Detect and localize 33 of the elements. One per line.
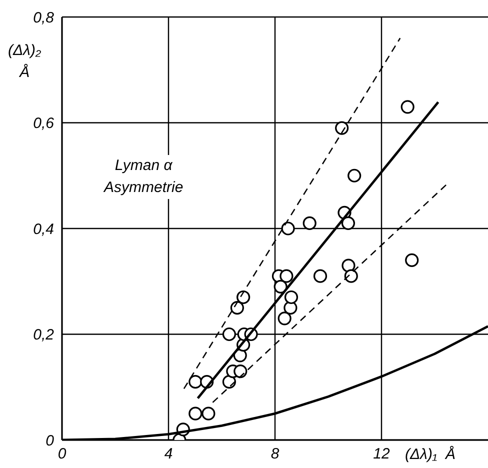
point [278, 312, 292, 326]
y-tick-label: 0 [46, 432, 55, 450]
point [344, 269, 358, 283]
y-axis-title: (Δλ)₂ Å [8, 41, 42, 83]
point [236, 290, 250, 304]
point [284, 290, 298, 304]
point [348, 168, 362, 182]
point [280, 269, 294, 283]
y-tick-label: 0,8 [33, 9, 55, 26]
point [222, 327, 236, 342]
point [230, 301, 244, 315]
point [234, 364, 248, 378]
x-tick-label: 12 [373, 446, 390, 463]
point [335, 121, 349, 135]
point [342, 258, 356, 272]
x-axis-title: (Δλ)₁ Å [405, 444, 456, 465]
point [281, 222, 295, 236]
x-tick-label: 4 [164, 446, 173, 463]
point [405, 253, 419, 268]
point [313, 269, 328, 283]
point [400, 100, 414, 114]
x-tick-label: 8 [270, 446, 280, 463]
point [188, 375, 202, 389]
x-tick-label: 0 [58, 446, 67, 463]
point [302, 216, 316, 230]
point [341, 216, 356, 230]
point [274, 280, 288, 294]
y-tick-label: 0,2 [33, 326, 55, 344]
y-tick-label: 0,4 [33, 220, 54, 238]
point [202, 406, 216, 420]
annotation: Lyman α Asymmetrie [100, 155, 188, 199]
y-tick-label: 0,6 [33, 115, 55, 132]
point [188, 406, 202, 420]
